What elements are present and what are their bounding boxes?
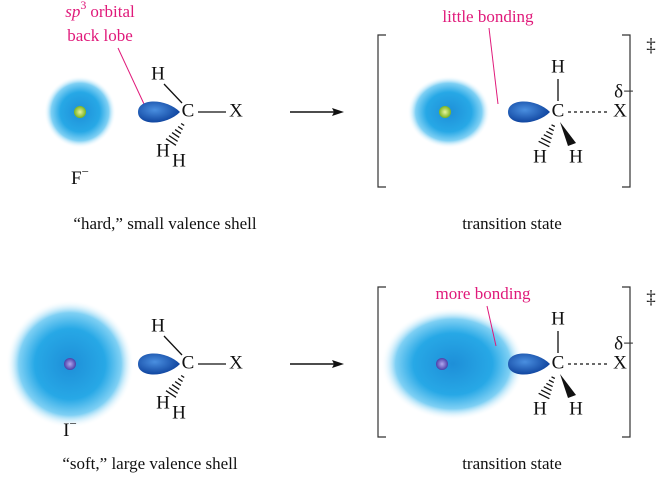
nucleus bbox=[74, 106, 86, 118]
atom-h: H bbox=[151, 315, 165, 336]
nucleus bbox=[439, 106, 451, 118]
hashed-bond bbox=[180, 122, 185, 127]
double-dagger: ‡ bbox=[646, 287, 656, 308]
arrow-head bbox=[332, 360, 344, 368]
atom-h: H bbox=[569, 146, 583, 167]
hashed-bond bbox=[543, 386, 552, 392]
hashed-bond bbox=[546, 130, 553, 136]
orbital-label: back lobe bbox=[67, 26, 133, 45]
hashed-bond bbox=[551, 124, 556, 128]
wedge-bond bbox=[560, 374, 576, 398]
hashed-bond bbox=[548, 379, 555, 384]
caption: transition state bbox=[462, 214, 562, 233]
orbital-lobe bbox=[138, 101, 180, 123]
atom-h: H bbox=[533, 398, 547, 419]
hashed-bond bbox=[543, 134, 552, 140]
orbital-lobe bbox=[508, 101, 550, 123]
partial-charge: δ− bbox=[614, 81, 634, 102]
hashed-bond bbox=[174, 381, 182, 386]
partial-charge: δ− bbox=[614, 333, 634, 354]
hashed-bond bbox=[540, 389, 551, 396]
caption: “soft,” large valence shell bbox=[62, 454, 238, 473]
atom-h: H bbox=[551, 308, 565, 329]
atom-h: H bbox=[172, 402, 186, 423]
hashed-bond bbox=[177, 125, 183, 131]
atom-c: C bbox=[182, 352, 195, 373]
bracket bbox=[377, 286, 631, 438]
bonding-label: more bonding bbox=[436, 284, 531, 303]
bonding-label: little bonding bbox=[442, 7, 534, 26]
nucleophile-label: I− bbox=[63, 416, 77, 441]
hashed-bond bbox=[165, 390, 177, 398]
hashed-bond bbox=[168, 135, 178, 142]
hashed-bond bbox=[538, 392, 550, 400]
nucleus bbox=[436, 358, 448, 370]
bond bbox=[163, 335, 183, 356]
caption: “hard,” small valence shell bbox=[73, 214, 256, 233]
nucleophile-symbol: I bbox=[63, 420, 69, 441]
atom-h: H bbox=[533, 146, 547, 167]
label-pointer bbox=[488, 27, 499, 105]
atom-h: H bbox=[156, 140, 170, 161]
hashed-bond bbox=[165, 138, 177, 146]
atom-h: H bbox=[551, 56, 565, 77]
orbital-label: sp3 orbital bbox=[65, 0, 135, 21]
hashed-bond bbox=[168, 387, 178, 394]
orbital-lobe bbox=[508, 353, 550, 375]
atom-x: X bbox=[613, 352, 627, 373]
hashed-bond bbox=[548, 127, 555, 132]
hashed-bond bbox=[546, 382, 553, 388]
atom-h: H bbox=[172, 150, 186, 171]
nucleophile-charge: − bbox=[82, 164, 89, 179]
electron-cloud bbox=[381, 308, 525, 420]
nucleophile-label: F− bbox=[71, 164, 89, 189]
arrow-head bbox=[332, 108, 344, 116]
label-pointer bbox=[486, 305, 497, 347]
hashed-bond bbox=[180, 374, 185, 379]
atom-h: H bbox=[569, 398, 583, 419]
caption: transition state bbox=[462, 454, 562, 473]
atom-h: H bbox=[156, 392, 170, 413]
atom-c: C bbox=[182, 100, 195, 121]
hashed-bond bbox=[174, 129, 182, 134]
bond bbox=[163, 83, 183, 104]
nucleophile-charge: − bbox=[69, 416, 76, 431]
wedge-bond bbox=[560, 122, 576, 146]
atom-c: C bbox=[552, 100, 565, 121]
hashed-bond bbox=[171, 132, 180, 138]
nucleus bbox=[64, 358, 76, 370]
atom-x: X bbox=[613, 100, 627, 121]
hashed-bond bbox=[540, 137, 551, 144]
atom-c: C bbox=[552, 352, 565, 373]
atom-x: X bbox=[229, 100, 243, 121]
hashed-bond bbox=[171, 384, 180, 390]
hashed-bond bbox=[538, 140, 550, 148]
double-dagger: ‡ bbox=[646, 35, 656, 56]
label-pointer bbox=[117, 47, 145, 105]
nucleophile-symbol: F bbox=[71, 168, 82, 189]
bracket bbox=[377, 34, 631, 188]
hashed-bond bbox=[551, 376, 556, 380]
orbital-lobe bbox=[138, 353, 180, 375]
atom-x: X bbox=[229, 352, 243, 373]
atom-h: H bbox=[151, 63, 165, 84]
hashed-bond bbox=[177, 377, 183, 383]
